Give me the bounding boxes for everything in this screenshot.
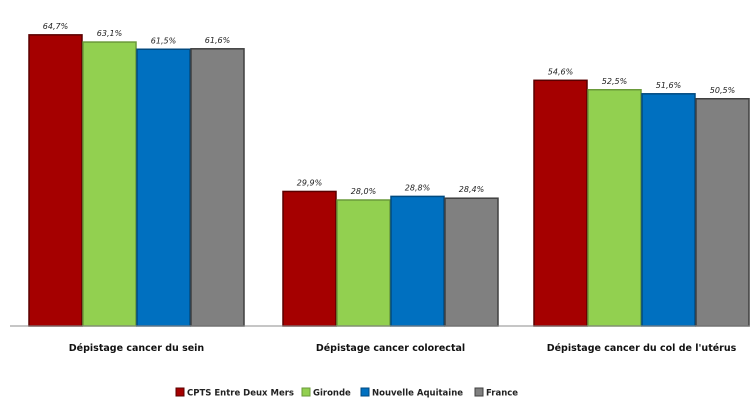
bars-group: [28, 34, 750, 327]
legend-label-4: France: [486, 389, 518, 399]
data-label-1-2: 29,9%: [297, 178, 322, 187]
data-label-1-3: 54,6%: [548, 67, 573, 76]
legend-swatch-1: [175, 387, 185, 397]
bar-4-3: [695, 98, 750, 327]
data-label-2-2: 28,0%: [351, 187, 376, 196]
data-label-4-3: 50,5%: [710, 86, 735, 95]
data-label-4-1: 61,6%: [205, 36, 230, 45]
legend: CPTS Entre Deux Mers Gironde Nouvelle Aqui…: [175, 387, 518, 399]
data-label-4-2: 28,4%: [459, 185, 484, 194]
bar-1-3: [533, 79, 588, 327]
legend-swatch-4: [474, 387, 484, 397]
bar-3-2: [390, 195, 445, 327]
bar-4-1: [190, 48, 245, 327]
data-label-3-1: 61,5%: [151, 36, 176, 45]
legend-label-2: Gironde: [313, 389, 351, 399]
bar-3-3: [641, 93, 696, 327]
data-label-2-3: 52,5%: [602, 77, 627, 86]
data-label-3-3: 51,6%: [656, 81, 681, 90]
category-label-2: Dépistage cancer colorectal: [316, 343, 465, 354]
category-label-3: Dépistage cancer du col de l'utérus: [547, 343, 737, 354]
data-labels-group: 64,7% 63,1% 61,5% 61,6% 29,9% 28,0% 28,8% 28,4%…: [43, 22, 735, 196]
bar-2-3: [587, 89, 642, 327]
bar-3-1: [136, 48, 191, 327]
legend-swatch-3: [360, 387, 370, 397]
data-label-1-1: 64,7%: [43, 22, 68, 31]
category-labels-group: Dépistage cancer du sein Dépistage cancer…: [69, 343, 737, 354]
bar-4-2: [444, 197, 499, 327]
legend-swatch-2: [301, 387, 311, 397]
legend-label-3: Nouvelle Aquitaine: [372, 389, 463, 399]
bar-1-1: [28, 34, 83, 327]
bar-2-1: [82, 41, 137, 327]
data-label-2-1: 63,1%: [97, 29, 122, 38]
category-label-1: Dépistage cancer du sein: [69, 343, 205, 354]
bar-2-2: [336, 199, 391, 327]
data-label-3-2: 28,8%: [405, 183, 430, 192]
legend-label-1: CPTS Entre Deux Mers: [187, 389, 294, 399]
bar-1-2: [282, 190, 337, 327]
